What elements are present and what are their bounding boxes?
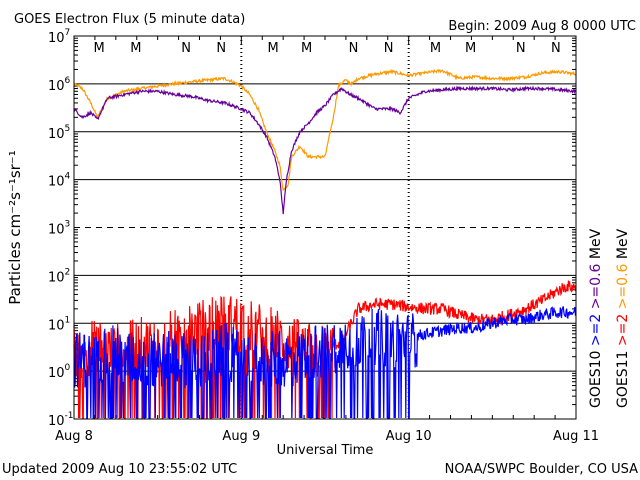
plot-frame — [73, 35, 577, 420]
mn-marker: M — [301, 41, 312, 56]
x-tick-label: Aug 10 — [386, 429, 432, 444]
x-axis-label: Universal Time — [277, 443, 374, 458]
legend-entry: GOES10 — [588, 351, 604, 408]
x-tick-labels: Aug 8 Aug 9 Aug 10 Aug 11 — [55, 429, 599, 444]
mn-marker: N — [516, 41, 526, 56]
mn-marker: M — [268, 41, 279, 56]
legend-column: GOES10 >=2 >=0.6 MeV — [588, 228, 604, 408]
y-tick-label: 105 — [48, 124, 70, 142]
legend-entry: >=2 — [615, 314, 631, 351]
mn-marker: N — [349, 41, 359, 56]
mn-marker: N — [551, 41, 561, 56]
x-tick-label: Aug 11 — [553, 429, 599, 444]
series-line — [73, 85, 577, 215]
mn-marker: M — [130, 41, 141, 56]
begin-time: Begin: 2009 Aug 8 0000 UTC — [448, 19, 636, 34]
x-tick-label: Aug 9 — [222, 429, 260, 444]
legend-entry: GOES11 — [615, 351, 631, 408]
y-axis-label: Particles cm⁻²s⁻¹sr⁻¹ — [6, 150, 24, 304]
y-tick-label: 106 — [48, 76, 71, 94]
y-tick-label: 107 — [48, 28, 70, 46]
legend-entry: MeV — [615, 228, 631, 263]
y-tick-label: 101 — [48, 315, 70, 333]
y-tick-labels: 10-1 100 101 102 103 104 105 106 107 — [48, 28, 74, 429]
legend-entry: >=2 — [588, 314, 604, 351]
mn-marker: N — [181, 41, 191, 56]
mn-marker: M — [465, 41, 476, 56]
credit: NOAA/SWPC Boulder, CO USA — [445, 462, 638, 477]
legend-entry: MeV — [588, 228, 604, 263]
y-tick-label: 100 — [48, 363, 71, 381]
legend-entry: >=0.6 — [588, 263, 604, 313]
series-line — [73, 68, 577, 192]
y-tick-label: 103 — [48, 220, 70, 238]
series-line — [73, 280, 577, 419]
y-tick-label: 102 — [48, 267, 70, 285]
series-line — [73, 306, 577, 419]
y-tick-label: 104 — [48, 172, 71, 190]
mn-marker: N — [384, 41, 394, 56]
mn-marker: N — [216, 41, 226, 56]
mn-marker: M — [430, 41, 441, 56]
series-layer — [73, 68, 577, 419]
mn-marker: M — [93, 41, 104, 56]
legend-column: GOES11 >=2 >=0.6 MeV — [615, 228, 631, 408]
legend-entry: >=0.6 — [615, 263, 631, 313]
updated-time: Updated 2009 Aug 10 23:55:02 UTC — [2, 462, 237, 477]
chart-title: GOES Electron Flux (5 minute data) — [14, 12, 245, 27]
x-tick-label: Aug 8 — [55, 429, 93, 444]
y-tick-label: 10-1 — [48, 411, 74, 429]
